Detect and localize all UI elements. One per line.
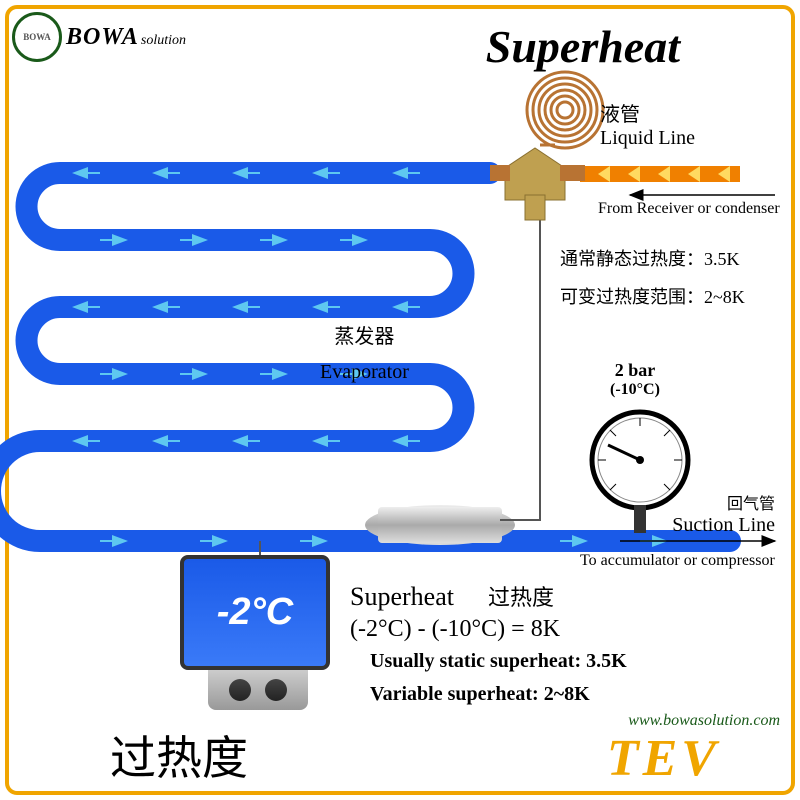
suction-cn: 回气管 xyxy=(672,490,775,514)
capillary-tube xyxy=(500,190,540,520)
bottom-cn: 过热度 xyxy=(110,722,248,788)
thermo-reading: -2°C xyxy=(217,591,293,634)
evap-en: Evaporator xyxy=(320,361,409,384)
evap-cn: 蒸发器 xyxy=(320,320,409,349)
sh-formula: (-2°C) - (-10°C) = 8K xyxy=(350,616,560,643)
tev-valve xyxy=(490,72,603,220)
suction-label: 回气管 Suction Line xyxy=(672,490,775,537)
from-receiver-label: From Receiver or condenser xyxy=(598,200,780,218)
cn-variable: 可变过热度范围：2~8K xyxy=(560,283,745,309)
thermo-btn-2 xyxy=(265,679,287,701)
en-specs: Usually static superheat: 3.5K Variable … xyxy=(370,650,627,706)
cn-specs: 通常静态过热度：3.5K 可变过热度范围：2~8K xyxy=(560,245,745,309)
sh-cn: 过热度 xyxy=(488,585,554,610)
en-variable: Variable superheat: 2~8K xyxy=(370,683,627,706)
sensing-bulb xyxy=(365,505,515,545)
liquid-line-cn: 液管 xyxy=(600,98,695,127)
thermo-base xyxy=(208,670,308,710)
suction-to: To accumulator or compressor xyxy=(580,552,775,570)
suction-en: Suction Line xyxy=(672,514,775,537)
liquid-line-pipe xyxy=(580,166,740,182)
thermo-screen: -2°C xyxy=(180,555,330,670)
liquid-line-en: Liquid Line xyxy=(600,127,695,150)
gauge-label: 2 bar (-10°C) xyxy=(610,360,660,399)
tev-label: TEV xyxy=(607,729,720,788)
gauge-temp: (-10°C) xyxy=(610,381,660,399)
cn-static: 通常静态过热度：3.5K xyxy=(560,245,745,271)
thermometer: -2°C xyxy=(180,555,335,720)
website: www.bowasolution.com xyxy=(628,712,780,730)
evaporator-label: 蒸发器 Evaporator xyxy=(320,320,409,384)
sh-en: Superheat xyxy=(350,582,454,611)
gauge-pressure: 2 bar xyxy=(610,360,660,381)
thermo-btn-1 xyxy=(229,679,251,701)
en-static: Usually static superheat: 3.5K xyxy=(370,650,627,673)
superheat-calc: Superheat 过热度 (-2°C) - (-10°C) = 8K xyxy=(350,580,560,643)
liquid-line-label: 液管 Liquid Line xyxy=(600,98,695,150)
